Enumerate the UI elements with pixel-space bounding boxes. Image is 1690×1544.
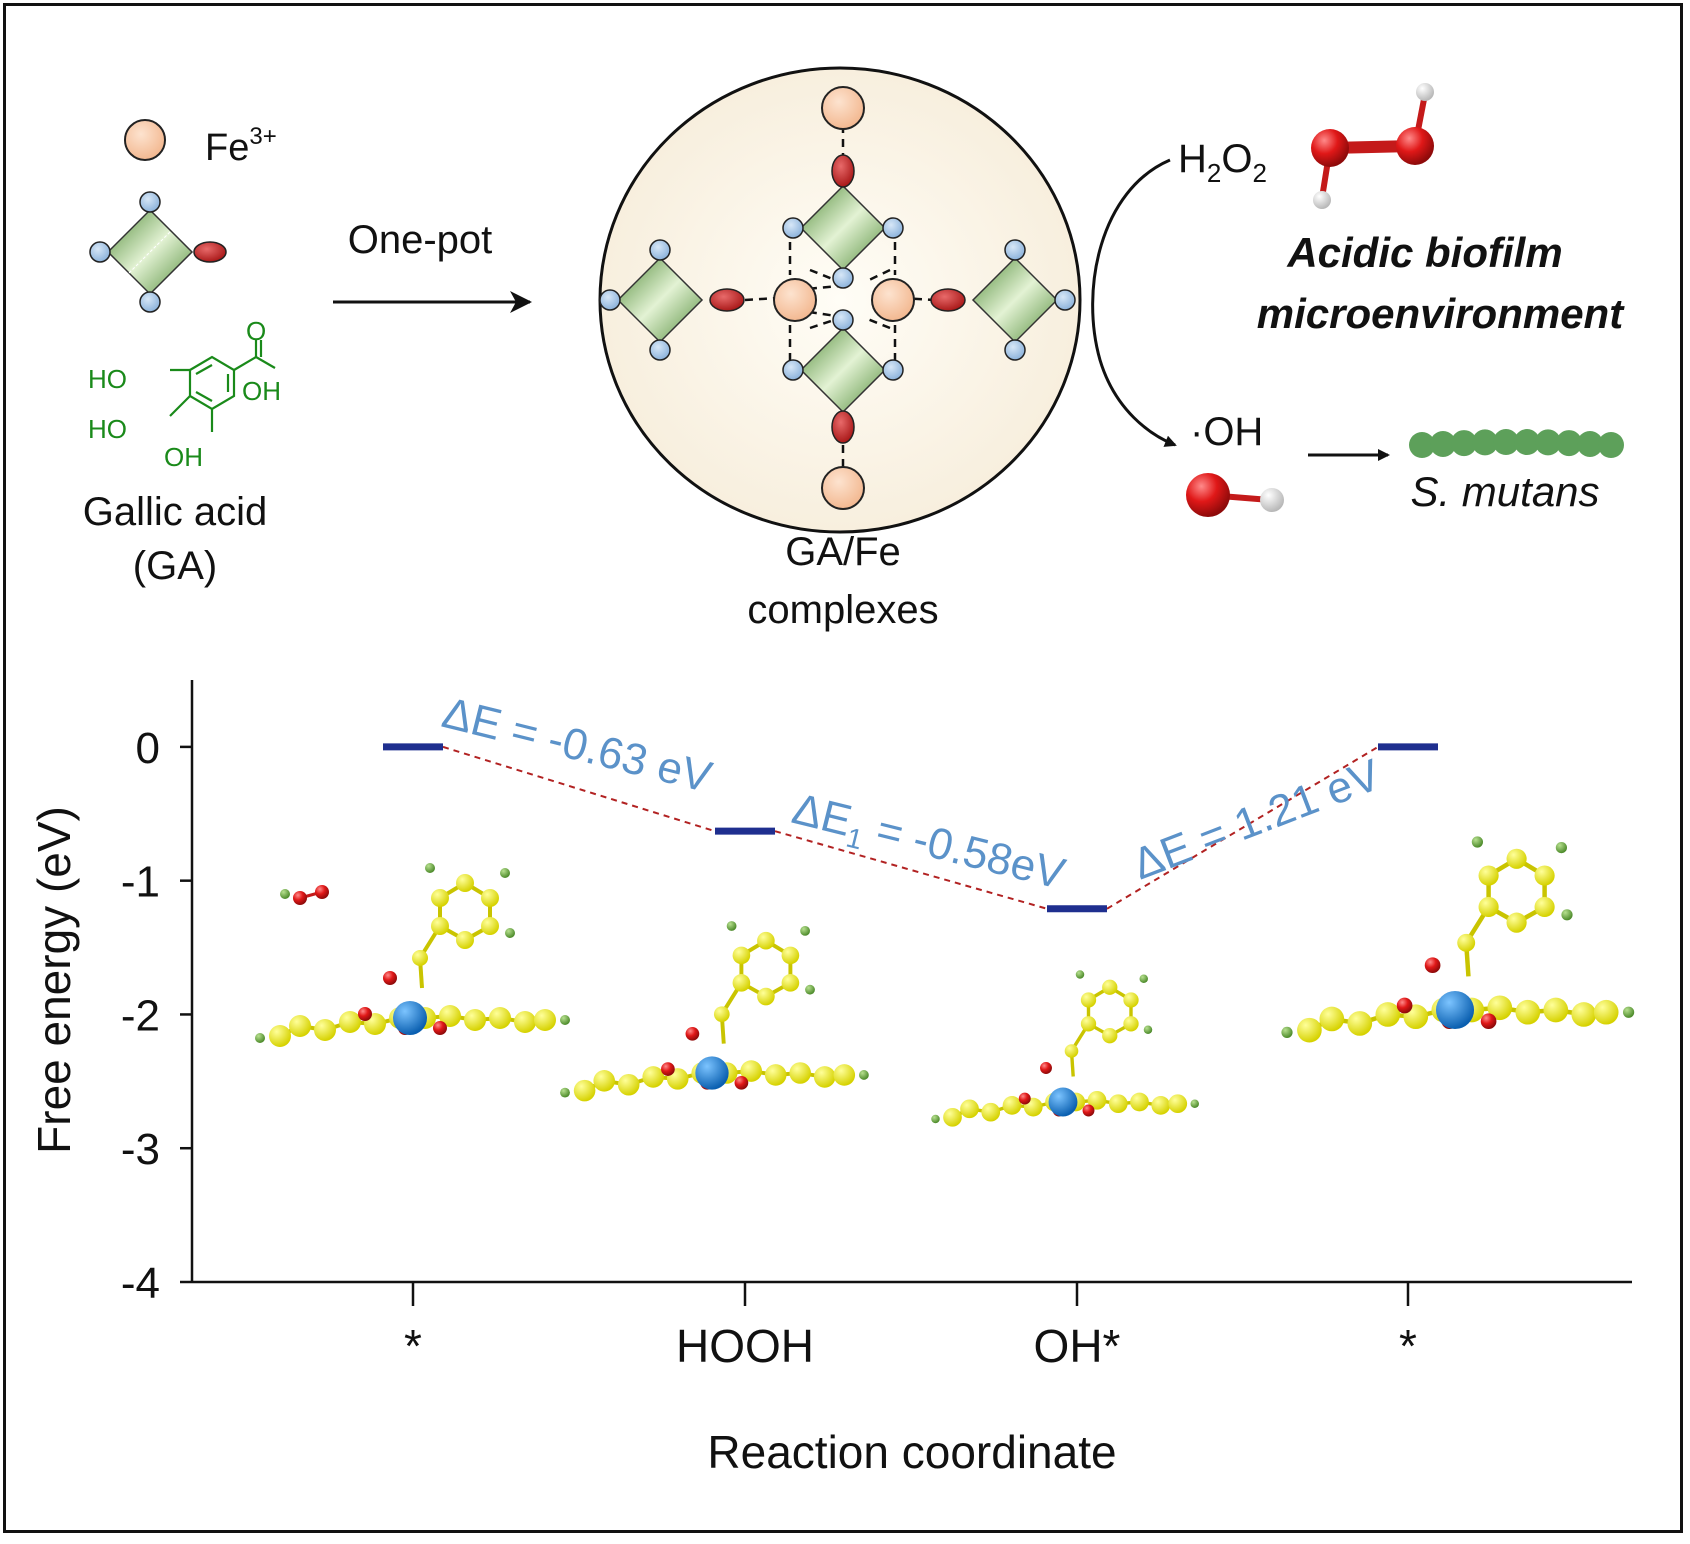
hydroxyl-radical-icon <box>1186 473 1284 517</box>
ga-fe-complex <box>598 66 1082 534</box>
hydroxyl-icon <box>139 291 161 313</box>
bacterium-cell-icon <box>1577 430 1603 457</box>
molecule-model-icon <box>255 863 570 1047</box>
ga-oh-bottom-label: OH <box>164 442 203 472</box>
y-tick-label: -3 <box>121 1125 160 1174</box>
energy-connector <box>774 830 1048 910</box>
y-axis-label: Free energy (eV) <box>28 806 80 1154</box>
figure-frame <box>3 3 1683 1533</box>
ga-acid-oh-label: OH <box>242 376 281 406</box>
molecule-model-icon <box>931 970 1199 1127</box>
x-tick-label: * <box>404 1320 422 1372</box>
bacterium-cell-icon <box>1598 432 1624 458</box>
conversion-arrow <box>1091 158 1177 447</box>
molecule-model-icon <box>1281 836 1635 1043</box>
legend-ga-unit <box>89 191 227 313</box>
gallic-acid-structure <box>169 340 276 432</box>
y-tick-label: -2 <box>121 991 160 1040</box>
ga-carbonyl-o-label: O <box>246 316 266 346</box>
ga-abbr: (GA) <box>133 544 217 588</box>
x-tick-label: HOOH <box>676 1320 814 1372</box>
bacterium-cell-icon <box>1451 430 1477 457</box>
y-tick-label: -1 <box>121 858 160 907</box>
bacteria-label: S. mutans <box>1410 468 1599 515</box>
bacterium-cell-icon <box>1430 430 1456 457</box>
bacterium-cell-icon <box>1409 432 1435 458</box>
y-tick-label: -4 <box>121 1259 160 1308</box>
fe-ion-icon <box>871 278 915 322</box>
environment-line2: microenvironment <box>1257 290 1625 337</box>
x-tick-label: * <box>1399 1320 1417 1372</box>
molecule-model-icon <box>560 921 869 1102</box>
h2o2-label: H2O2 <box>1178 137 1267 188</box>
bacterium-cell-icon <box>1556 430 1582 457</box>
hydroxyl-radical-label: ·OH <box>1190 410 1263 454</box>
complex-caption-line2: complexes <box>747 588 938 632</box>
energy-connector <box>1106 746 1379 910</box>
hydroxyl-icon <box>139 191 161 213</box>
molecular-structures <box>255 836 1635 1127</box>
h2o2-molecule-icon <box>1311 83 1434 209</box>
x-axis-label: Reaction coordinate <box>707 1426 1116 1478</box>
energy-connector <box>442 745 716 833</box>
fe-ion-icon <box>124 119 166 161</box>
fe-label: Fe3+ <box>205 123 277 169</box>
bacterium-cell-icon <box>1493 429 1519 456</box>
y-tick-label: 0 <box>136 724 160 773</box>
s-mutans-chain-icon <box>1409 429 1624 458</box>
fe-ion-icon <box>773 278 817 322</box>
bacterium-cell-icon <box>1514 429 1540 456</box>
complex-caption-line1: GA/Fe <box>785 530 901 574</box>
bacterium-cell-icon <box>1472 429 1498 456</box>
hydroxyl-icon <box>89 241 111 263</box>
x-tick-label: OH* <box>1034 1320 1121 1372</box>
carboxyl-icon <box>193 241 227 263</box>
environment-line1: Acidic biofilm <box>1286 229 1562 276</box>
fe-ion-icon <box>821 86 865 130</box>
ga-name: Gallic acid <box>83 490 268 534</box>
fe-ion-icon <box>821 466 865 510</box>
legend-fe: Fe3+ <box>124 119 277 169</box>
one-pot-label: One-pot <box>348 218 493 262</box>
ga-ho-top-label: HO <box>88 364 127 394</box>
bacterium-cell-icon <box>1535 429 1561 456</box>
ga-ho-mid-label: HO <box>88 414 127 444</box>
